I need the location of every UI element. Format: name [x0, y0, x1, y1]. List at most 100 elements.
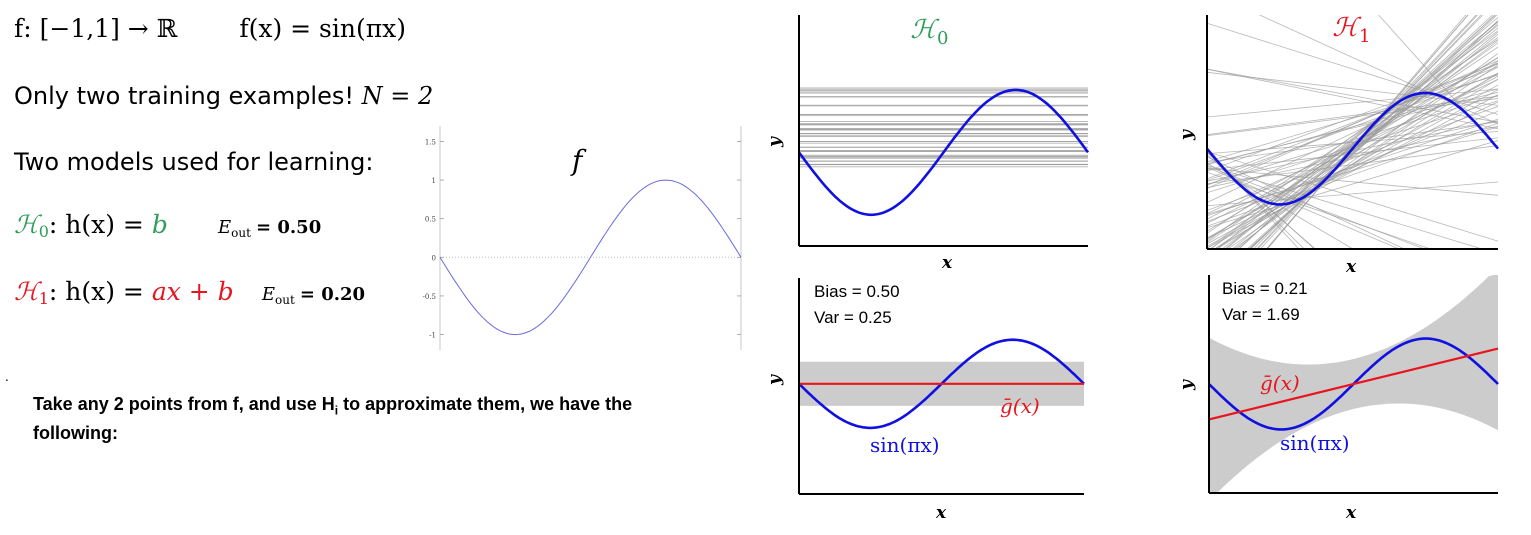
h1-hypothesis-line: [1207, 167, 1498, 196]
chart-h1-bias-label: Bias = 0.21: [1222, 279, 1308, 298]
training-examples-line: Only two training examples! N = 2: [14, 82, 433, 110]
chart-h0b-axes: [798, 278, 1084, 495]
chart-f-axes: [439, 126, 742, 350]
chart-h0-hypotheses: ℋ 0 y x: [770, 15, 1090, 272]
chart-f-ytick-label: 1: [432, 177, 436, 185]
h1-hypothesis-line: [1207, 171, 1432, 249]
h1-hypothesis-line: [1207, 91, 1498, 165]
chart-f-ytick-label: -1: [429, 332, 436, 340]
note-line1-pre: Take any 2 points from f, and use H: [33, 394, 335, 414]
h1-hypothesis-line: [1207, 62, 1498, 186]
model-h1-rhs: ax + b: [151, 277, 234, 306]
h1-hypothesis-line: [1207, 164, 1484, 249]
chart-h0-var-label: Var = 0.25: [814, 308, 892, 327]
chart-f-sine-curve: [439, 179, 742, 336]
bullet-dot: .: [5, 370, 9, 384]
model-h1-symbol: ℋ: [14, 277, 39, 306]
chart-h1-gbar-line: [1208, 347, 1499, 421]
h1-hypothesis-line: [1207, 68, 1498, 130]
h1-hypothesis-line: [1207, 121, 1498, 163]
h1-hypothesis-line: [1207, 110, 1498, 222]
h1-hypothesis-line: [1207, 101, 1498, 239]
chart-h0-sine-curve: [797, 88, 1090, 217]
chart-h0-ylabel: y: [770, 136, 785, 148]
chart-h0b-ylabel: y: [770, 374, 785, 386]
h1-hypothesis-line: [1207, 166, 1401, 249]
chart-h0-hypothesis-lines: [799, 87, 1088, 168]
h1-hypothesis-line: [1207, 95, 1498, 136]
h1-hypothesis-line: [1207, 118, 1498, 217]
chart-h1-ylabel: y: [1180, 129, 1197, 141]
h1-hypothesis-line: [1207, 106, 1498, 211]
h1-hypothesis-line: [1207, 66, 1498, 180]
h1-hypothesis-line: [1207, 88, 1498, 118]
h1-hypothesis-line: [1207, 37, 1498, 249]
h1-hypothesis-line: [1225, 27, 1498, 249]
training-examples-text: Only two training examples!: [14, 82, 362, 110]
model-h0-symbol: ℋ: [14, 210, 39, 239]
h1-hypothesis-line: [1207, 73, 1498, 181]
h1-hypothesis-line: [1207, 165, 1426, 249]
note-line1-sub: i: [334, 403, 339, 418]
h1-hypothesis-line: [1207, 122, 1498, 227]
note-line2: following:: [33, 422, 118, 443]
chart-h1-var-label: Var = 1.69: [1222, 305, 1300, 324]
chart-h1b-ylabel: y: [1180, 379, 1197, 391]
models-heading: Two models used for learning:: [14, 148, 374, 176]
model-h0-rhs: b: [151, 210, 168, 239]
chart-h1-title-sub: 1: [1359, 26, 1370, 47]
chart-f-ytick-label: 0: [432, 254, 436, 262]
h1-hypothesis-line: [1249, 15, 1496, 249]
model-h1-sub: 1: [38, 289, 49, 309]
h1-hypothesis-line: [1207, 84, 1498, 245]
chart-h1-hypothesis-lines: [1207, 15, 1498, 249]
function-definition: f(x) = sin(πx): [239, 14, 407, 43]
model-h1-eout-label: E: [261, 284, 276, 305]
model-h1-eout-sub: out: [275, 293, 295, 308]
chart-h0-bias-variance: Bias = 0.50 Var = 0.25 ḡ(x) sin(πx) y x: [770, 278, 1085, 523]
chart-h1-hypotheses: ℋ 1 y x: [1180, 13, 1500, 272]
h1-hypothesis-line: [1207, 74, 1498, 163]
chart-f-title: f: [570, 144, 587, 177]
h1-hypothesis-line: [1207, 151, 1498, 242]
chart-f-ytick-label: 1.5: [425, 138, 436, 146]
h1-hypothesis-line: [1216, 21, 1498, 249]
chart-h1b-xlabel: x: [1345, 503, 1357, 523]
h1-hypothesis-line: [1207, 46, 1498, 244]
chart-h1-axes: [1206, 15, 1498, 250]
training-examples-math: N = 2: [361, 82, 434, 110]
chart-h1b-axes: [1208, 275, 1498, 494]
chart-h1-sine-label: sin(πx): [1280, 431, 1350, 455]
h1-hypothesis-line: [1207, 94, 1498, 249]
h1-hypothesis-line: [1207, 89, 1498, 247]
chart-f-ytick-label: -0.5: [423, 293, 437, 301]
chart-h0-xlabel: x: [941, 253, 953, 272]
h1-hypothesis-line: [1207, 30, 1498, 242]
h1-hypothesis-line: [1213, 60, 1498, 249]
note-line1-post: to approximate them, we have the: [338, 394, 633, 414]
model-h1-formula: : h(x) =: [48, 277, 152, 306]
chart-h1-gbar-label: ḡ(x): [1260, 371, 1300, 395]
chart-h1-title: ℋ: [1332, 13, 1362, 43]
model-h1-line: ℋ1: h(x) = ax + b Eout = 0.20: [14, 277, 365, 308]
chart-h0-sine-label: sin(πx): [870, 433, 940, 457]
instruction-note: Take any 2 points from f, and use Hi to …: [33, 393, 753, 444]
model-h0-eout-sub: out: [231, 226, 251, 241]
model-h0-line: ℋ0: h(x) = b Eout = 0.50: [14, 210, 321, 241]
model-h1-eout-value: = 0.20: [299, 284, 366, 305]
chart-h0-gbar-label: ḡ(x): [1000, 394, 1040, 418]
chart-f: 1.5 1 0.5 0 -0.5 -1 f: [423, 126, 742, 350]
chart-h0-axes: [798, 15, 1088, 247]
h1-hypothesis-line: [1246, 20, 1498, 249]
chart-h1-sine-curve: [1205, 91, 1500, 206]
model-h0-eout-value: = 0.50: [256, 217, 322, 238]
model-h0-formula: : h(x) =: [48, 210, 152, 239]
chart-h0b-xlabel: x: [935, 503, 947, 523]
h1-hypothesis-line: [1207, 125, 1498, 189]
model-h0-sub: 0: [38, 222, 49, 242]
h1-lines-group: [1207, 15, 1498, 249]
chart-h1-xlabel: x: [1345, 257, 1357, 272]
chart-h0-title-sub: 0: [937, 28, 948, 49]
h1-hypothesis-line: [1207, 152, 1305, 249]
h1-hypothesis-line: [1207, 156, 1406, 249]
